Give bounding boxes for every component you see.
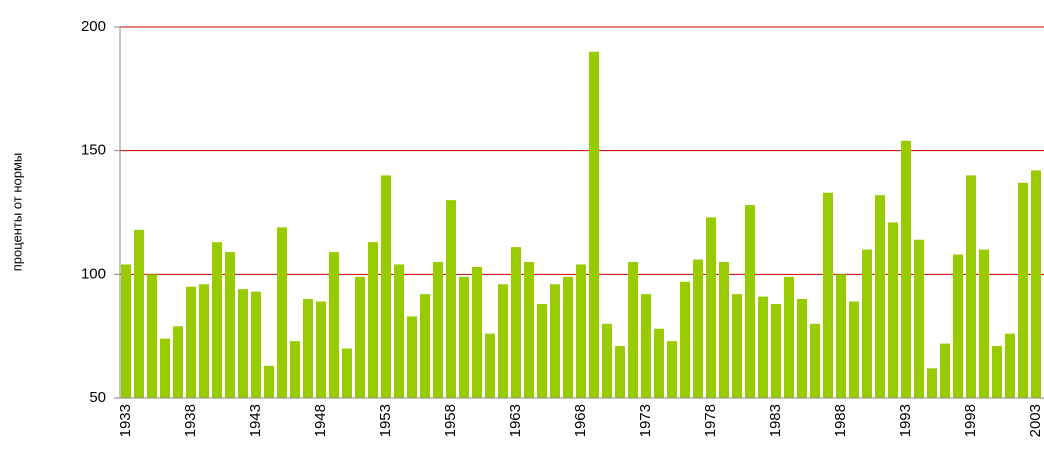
bar: [394, 264, 404, 398]
bar: [602, 323, 612, 398]
bar: [407, 316, 417, 398]
x-tick-label: 1973: [637, 404, 654, 437]
bar: [160, 338, 170, 398]
bar: [290, 341, 300, 398]
bar: [862, 249, 872, 398]
bar: [121, 264, 131, 398]
bar: [355, 276, 365, 398]
bar: [420, 294, 430, 398]
bar: [251, 291, 261, 398]
bar: [134, 229, 144, 398]
bar: [615, 346, 625, 398]
bar: [368, 242, 378, 398]
x-tick-label: 1988: [832, 404, 849, 437]
bar: [433, 261, 443, 398]
bar: [446, 200, 456, 398]
bar: [212, 242, 222, 398]
bar: [693, 259, 703, 398]
bar: [524, 261, 534, 398]
bar: [953, 254, 963, 398]
bar: [875, 195, 885, 398]
bar: [979, 249, 989, 398]
bar: [511, 247, 521, 398]
bar: [173, 326, 183, 398]
bar: [576, 264, 586, 398]
x-tick-label: 1963: [507, 404, 524, 437]
bar: [459, 276, 469, 398]
x-tick-label: 1958: [442, 404, 459, 437]
bar: [745, 205, 755, 398]
bar: [147, 274, 157, 398]
bar: [381, 175, 391, 398]
bar: [628, 261, 638, 398]
bar: [836, 274, 846, 398]
bar: [1005, 333, 1015, 398]
x-tick-label: 1983: [767, 404, 784, 437]
bar: [992, 346, 1002, 398]
bar: [264, 365, 274, 398]
bar: [732, 294, 742, 398]
y-tick-label: 50: [89, 389, 106, 406]
bar: [472, 266, 482, 398]
x-tick-label: 1953: [377, 404, 394, 437]
bar: [186, 286, 196, 398]
bar: [823, 192, 833, 398]
bar: [342, 348, 352, 398]
y-tick-label: 150: [81, 142, 106, 159]
bar: [654, 328, 664, 398]
bar: [849, 301, 859, 398]
bar: [1031, 170, 1041, 398]
x-tick-label: 1948: [312, 404, 329, 437]
x-tick-label: 1938: [182, 404, 199, 437]
bar: [277, 227, 287, 398]
bar: [550, 284, 560, 398]
bar: [641, 294, 651, 398]
x-tick-label: 2003: [1027, 404, 1044, 437]
bar: [589, 51, 599, 398]
bar: [940, 343, 950, 398]
y-axis-label: проценты от нормы: [9, 153, 24, 272]
bar: [485, 333, 495, 398]
x-tick-label: 1933: [117, 404, 134, 437]
bar: [667, 341, 677, 398]
bar: [238, 289, 248, 398]
bar: [680, 281, 690, 398]
x-tick-label: 1978: [702, 404, 719, 437]
bar: [966, 175, 976, 398]
bar: [316, 301, 326, 398]
bar: [914, 239, 924, 398]
bar: [797, 299, 807, 398]
bar: [888, 222, 898, 398]
bar: [498, 284, 508, 398]
bar: [758, 296, 768, 398]
bar: [784, 276, 794, 398]
bar: [927, 368, 937, 398]
bar: [537, 304, 547, 398]
bar: [901, 140, 911, 399]
bar: [1018, 182, 1028, 398]
bar: [329, 252, 339, 398]
bar: [303, 299, 313, 398]
bar: [771, 304, 781, 398]
y-tick-label: 200: [81, 18, 106, 35]
x-tick-label: 1968: [572, 404, 589, 437]
bar: [719, 261, 729, 398]
bar: [563, 276, 573, 398]
bar: [706, 217, 716, 398]
y-tick-label: 100: [81, 265, 106, 282]
bar: [199, 284, 209, 398]
bar: [225, 252, 235, 398]
x-tick-label: 1993: [897, 404, 914, 437]
x-tick-label: 1998: [962, 404, 979, 437]
bar: [810, 323, 820, 398]
x-tick-label: 1943: [247, 404, 264, 437]
